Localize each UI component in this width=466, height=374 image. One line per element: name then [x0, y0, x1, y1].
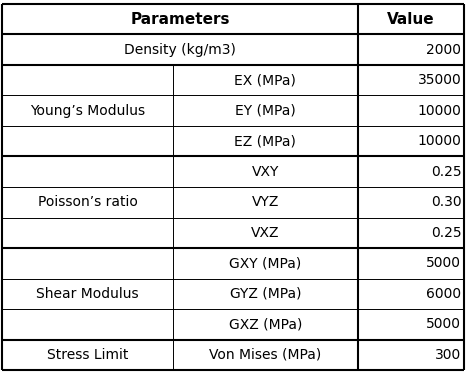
Text: 6000: 6000 [426, 287, 461, 301]
Text: 5000: 5000 [426, 256, 461, 270]
Text: EX (MPa): EX (MPa) [234, 73, 296, 87]
Text: Von Mises (MPa): Von Mises (MPa) [209, 348, 322, 362]
Text: 0.25: 0.25 [431, 165, 461, 179]
Text: Shear Modulus: Shear Modulus [36, 287, 139, 301]
Text: Density (kg/m3): Density (kg/m3) [124, 43, 236, 56]
Text: Value: Value [387, 12, 434, 27]
Text: 35000: 35000 [418, 73, 461, 87]
Text: EY (MPa): EY (MPa) [235, 104, 295, 118]
Text: 10000: 10000 [418, 104, 461, 118]
Text: 0.30: 0.30 [431, 195, 461, 209]
Text: GXY (MPa): GXY (MPa) [229, 256, 302, 270]
Text: 10000: 10000 [418, 134, 461, 148]
Text: Poisson’s ratio: Poisson’s ratio [38, 195, 137, 209]
Text: 0.25: 0.25 [431, 226, 461, 240]
Text: Parameters: Parameters [130, 12, 230, 27]
Text: Young’s Modulus: Young’s Modulus [30, 104, 145, 118]
Text: 300: 300 [435, 348, 461, 362]
Text: GYZ (MPa): GYZ (MPa) [230, 287, 301, 301]
Text: VXZ: VXZ [251, 226, 280, 240]
Text: EZ (MPa): EZ (MPa) [234, 134, 296, 148]
Text: VYZ: VYZ [252, 195, 279, 209]
Text: VXY: VXY [252, 165, 279, 179]
Text: GXZ (MPa): GXZ (MPa) [229, 318, 302, 331]
Text: 2000: 2000 [426, 43, 461, 56]
Text: 5000: 5000 [426, 318, 461, 331]
Text: Stress Limit: Stress Limit [47, 348, 128, 362]
